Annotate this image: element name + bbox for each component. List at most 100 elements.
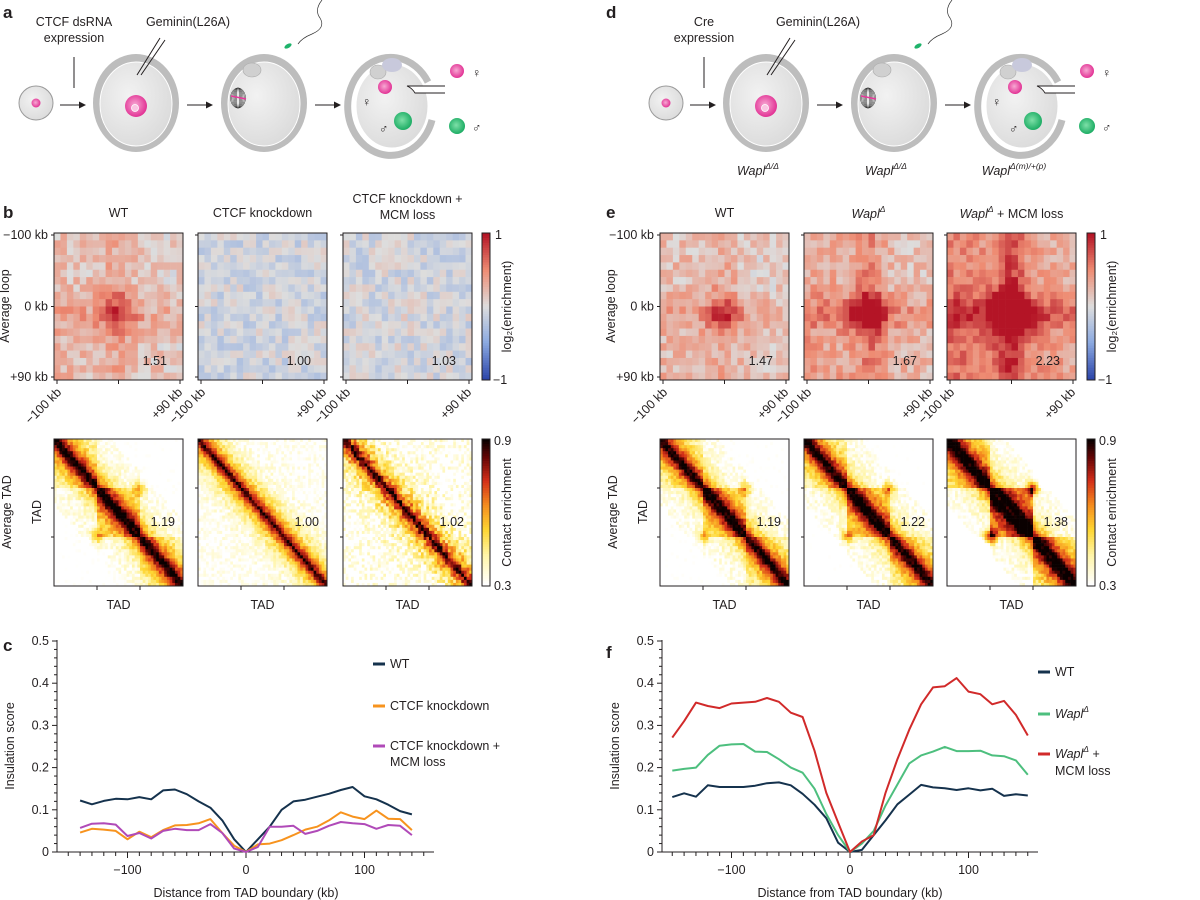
heatmap-cell: [164, 476, 167, 479]
heatmap-cell: [135, 540, 138, 543]
heatmap-cell: [153, 457, 156, 460]
heatmap-cell: [246, 457, 249, 460]
heatmap-cell: [124, 519, 127, 522]
heatmap-cell: [116, 482, 119, 485]
heatmap-cell: [129, 485, 132, 488]
heatmap-cell: [97, 485, 100, 488]
heatmap-cell: [92, 525, 95, 528]
heatmap-cell: [153, 439, 156, 442]
heatmap-cell: [86, 513, 89, 516]
heatmap-cell: [167, 448, 170, 451]
heatmap-cell: [217, 506, 220, 509]
heatmap-cell: [349, 262, 356, 270]
heatmap-cell: [127, 451, 130, 454]
heatmap-cell: [100, 439, 103, 442]
heatmap-cell: [124, 500, 127, 503]
heatmap-cell: [343, 314, 350, 322]
heatmap-cell: [217, 503, 220, 506]
heatmap-cell: [151, 503, 154, 506]
heatmap-cell: [89, 571, 92, 574]
heatmap-cell: [127, 491, 130, 494]
heatmap-cell: [125, 270, 132, 278]
heatmap-cell: [92, 506, 95, 509]
female-symbol: ♀: [362, 95, 371, 109]
heatmap-cell: [84, 534, 87, 537]
heatmap-cell: [112, 336, 119, 344]
heatmap-cell: [121, 491, 124, 494]
heatmap-cell: [175, 540, 178, 543]
heatmap-cell: [311, 500, 314, 503]
heatmap-cell: [81, 491, 84, 494]
heatmap-cell: [121, 519, 124, 522]
heatmap-cell: [76, 454, 79, 457]
heatmap-cell: [153, 580, 156, 583]
heatmap-cell: [244, 497, 247, 500]
heatmap-cell: [322, 470, 325, 473]
heatmap-cell: [175, 500, 178, 503]
heatmap-cell: [246, 460, 249, 463]
heatmap-cell: [108, 534, 111, 537]
heatmap-cell: [57, 531, 60, 534]
heatmap-cell: [89, 540, 92, 543]
heatmap-cell: [67, 307, 74, 315]
heatmap-cell: [308, 494, 311, 497]
heatmap-cell: [401, 299, 408, 307]
heatmap-cell: [201, 479, 204, 482]
heatmap-cell: [241, 500, 244, 503]
heatmap-cell: [162, 473, 165, 476]
heatmap-cell: [110, 543, 113, 546]
heatmap-cell: [129, 470, 132, 473]
heatmap-cell: [295, 299, 302, 307]
heatmap-cell: [127, 473, 130, 476]
heatmap-cell: [54, 321, 61, 329]
heatmap-cell: [59, 464, 62, 467]
heatmap-cell: [89, 565, 92, 568]
heatmap-cell: [356, 240, 363, 248]
heatmap-cell: [287, 485, 290, 488]
heatmap-cell: [127, 562, 130, 565]
heatmap-cell: [110, 451, 113, 454]
heatmap-cell: [466, 262, 473, 270]
heatmap-cell: [164, 255, 171, 263]
heatmap-cell: [145, 473, 148, 476]
heatmap-cell: [65, 525, 68, 528]
heatmap-cell: [175, 528, 178, 531]
heatmap-cell: [143, 497, 146, 500]
heatmap-cell: [271, 479, 274, 482]
heatmap-cell: [113, 513, 116, 516]
heatmap-cell: [129, 558, 132, 561]
heatmap-cell: [230, 509, 233, 512]
heatmap-cell: [319, 457, 322, 460]
heatmap-cell: [217, 482, 220, 485]
heatmap-cell: [276, 457, 279, 460]
heatmap-cell: [116, 491, 119, 494]
heatmap-cell: [89, 516, 92, 519]
heatmap-cell: [151, 497, 154, 500]
heatmap-cell: [459, 270, 466, 278]
heatmap-cell: [268, 482, 271, 485]
heatmap-cell: [129, 464, 132, 467]
heatmap-cell: [308, 255, 315, 263]
heatmap-cell: [308, 321, 315, 329]
heatmap-cell: [300, 491, 303, 494]
heatmap-cell: [228, 464, 231, 467]
heatmap-cell: [233, 491, 236, 494]
heatmap-cell: [349, 365, 356, 373]
heatmap-cell: [81, 473, 84, 476]
heatmap-cell: [257, 439, 260, 442]
heatmap-cell: [225, 467, 228, 470]
colorbar-segment: [482, 319, 490, 322]
heatmap-cell: [106, 321, 113, 329]
heatmap-cell: [89, 525, 92, 528]
y-tick-label: 0 kb: [24, 300, 48, 314]
heatmap-cell: [170, 540, 173, 543]
heatmap-cell: [153, 555, 156, 558]
heatmap-cell: [273, 491, 276, 494]
colorbar-segment: [482, 338, 490, 341]
heatmap-cell: [228, 513, 231, 516]
heatmap-cell: [54, 314, 61, 322]
heatmap-cell: [89, 537, 92, 540]
heatmap-cell: [203, 439, 206, 442]
heatmap-cell: [287, 457, 290, 460]
heatmap-cell: [170, 577, 173, 580]
